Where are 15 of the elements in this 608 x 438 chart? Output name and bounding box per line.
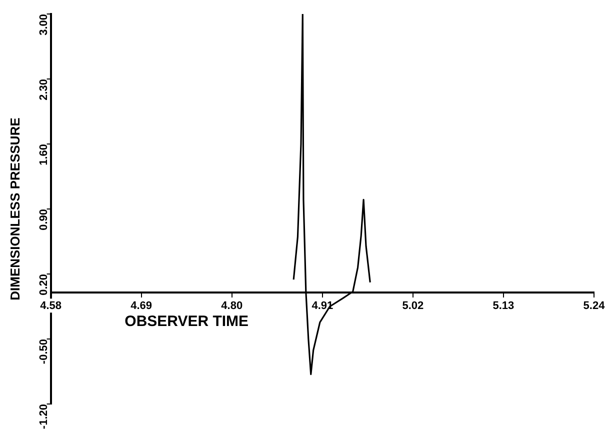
y-tick-label: 2.30 (38, 79, 50, 100)
x-tick-label: 4.58 (40, 300, 62, 312)
x-tick-label: 4.80 (221, 300, 243, 312)
y-tick-label: 0.20 (38, 274, 50, 296)
x-tick-label: 5.13 (492, 300, 514, 312)
y-tick-label: 3.00 (38, 14, 50, 36)
y-tick-label: 1.60 (38, 144, 50, 166)
y-axis-title: DIMENSIONLESS PRESSURE (7, 117, 22, 300)
y-tick-label: -0.50 (38, 339, 50, 364)
x-tick-label: 5.24 (583, 300, 606, 312)
x-tick-label: 5.02 (402, 300, 424, 312)
x-tick-label: 4.69 (130, 300, 152, 312)
y-tick-label: 0.90 (38, 209, 50, 230)
y-tick-label: -1.20 (38, 404, 50, 430)
x-axis-title: OBSERVER TIME (124, 313, 249, 330)
